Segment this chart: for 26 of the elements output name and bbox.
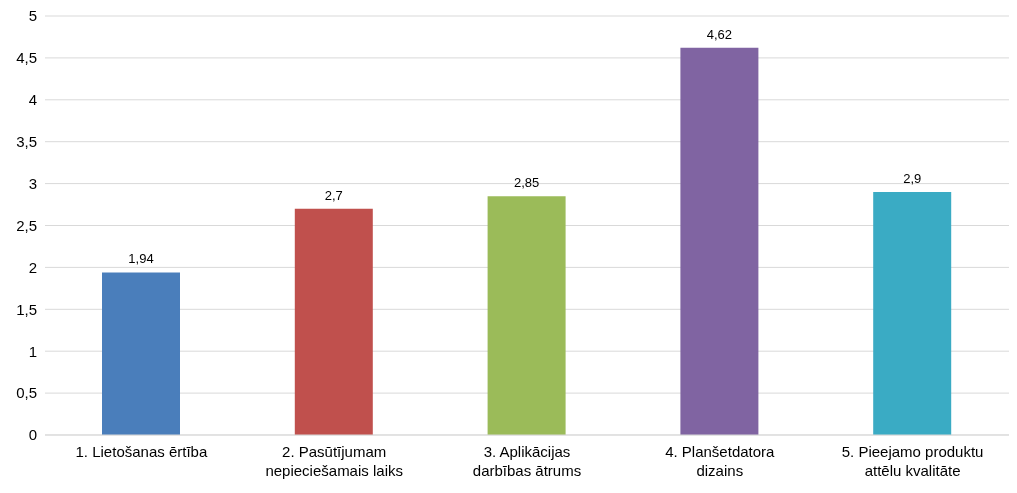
y-tick-label: 4: [28, 91, 37, 109]
x-tick-label: 3. Aplikācijas darbības ātrums: [472, 443, 582, 479]
y-tick-label: 1,5: [16, 300, 37, 318]
y-tick-label: 5: [28, 7, 37, 25]
bar: [873, 191, 952, 435]
bar: [487, 196, 566, 435]
data-label: 4,62: [706, 26, 733, 42]
x-tick-label: 4. Planšetdatora dizains: [665, 443, 776, 479]
x-tick-label: 5. Pieejamo produktu attēlu kvalitāte: [841, 443, 984, 479]
y-tick-label: 4,5: [16, 49, 37, 67]
y-tick-label: 2: [28, 258, 37, 276]
y-tick-label: 3: [28, 174, 37, 192]
data-label: 2,85: [513, 175, 540, 191]
data-label: 2,9: [903, 170, 922, 186]
x-tick-label: 1. Lietošanas ērtība: [75, 443, 208, 460]
y-tick-label: 0: [28, 426, 37, 444]
bar: [680, 47, 759, 435]
data-label: 1,94: [128, 251, 154, 267]
x-tick-label: 2. Pasūtījumam nepieciešamais laiks: [265, 443, 403, 479]
y-tick-label: 2,5: [16, 216, 37, 234]
y-tick-label: 3,5: [16, 133, 37, 151]
bar: [102, 272, 180, 435]
y-tick-label: 0,5: [16, 384, 37, 402]
data-label: 2,7: [324, 187, 343, 203]
bar: [294, 208, 373, 435]
y-tick-label: 1: [28, 342, 37, 360]
